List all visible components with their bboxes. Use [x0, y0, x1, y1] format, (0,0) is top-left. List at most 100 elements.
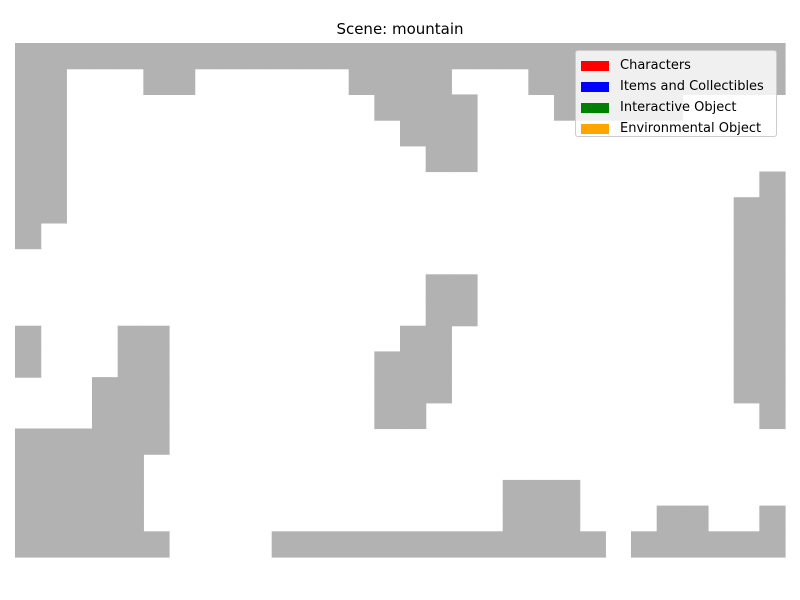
- terrain-tile: [143, 43, 170, 70]
- terrain-tile: [297, 531, 324, 558]
- terrain-tile: [117, 402, 144, 430]
- terrain-tile: [425, 94, 452, 121]
- terrain-tile: [733, 274, 760, 301]
- terrain-tile: [759, 351, 786, 378]
- terrain-tile: [92, 531, 119, 558]
- terrain-tile: [733, 351, 760, 378]
- terrain-tile: [451, 274, 478, 301]
- terrain-tile: [15, 94, 42, 121]
- terrain-tile: [66, 454, 93, 481]
- terrain-tile: [66, 428, 93, 455]
- terrain-tile: [40, 454, 67, 481]
- terrain-tile: [143, 428, 170, 455]
- terrain-tile: [15, 120, 42, 147]
- terrain-tile: [759, 197, 786, 224]
- terrain-tile: [759, 274, 786, 301]
- terrain-tile: [682, 531, 709, 558]
- terrain-tile: [374, 377, 401, 404]
- terrain-tile: [143, 68, 170, 95]
- terrain-tile: [400, 325, 427, 352]
- terrain-tile: [451, 120, 478, 147]
- terrain-tile: [143, 402, 170, 430]
- terrain-tile: [117, 43, 144, 70]
- terrain-tile: [554, 505, 581, 532]
- terrain-tile: [477, 531, 504, 558]
- terrain-tile: [40, 43, 67, 70]
- terrain-tile: [400, 402, 427, 430]
- terrain-tile: [117, 531, 144, 558]
- terrain-tile: [169, 43, 196, 70]
- terrain-tile: [425, 120, 452, 147]
- terrain-tile: [92, 402, 119, 430]
- terrain-tile: [733, 531, 760, 558]
- terrain-tile: [40, 171, 67, 198]
- terrain-tile: [15, 145, 42, 173]
- terrain-tile: [759, 531, 786, 558]
- terrain-tile: [40, 505, 67, 532]
- terrain-tile: [40, 428, 67, 455]
- terrain-tile: [143, 377, 170, 404]
- terrain-tile: [15, 43, 42, 70]
- terrain-tile: [451, 145, 478, 173]
- terrain-tile: [400, 120, 427, 147]
- terrain-tile: [708, 531, 735, 558]
- terrain-tile: [759, 505, 786, 532]
- terrain-tile: [348, 43, 375, 70]
- terrain-tile: [40, 531, 67, 558]
- terrain-tile: [528, 68, 555, 95]
- terrain-tile: [92, 479, 119, 507]
- legend-label: Interactive Object: [620, 100, 737, 115]
- terrain-tile: [631, 531, 658, 558]
- terrain-tile: [15, 505, 42, 532]
- terrain-tile: [528, 531, 555, 558]
- terrain-tile: [759, 171, 786, 198]
- legend-label: Environmental Object: [620, 121, 762, 136]
- terrain-tile: [40, 120, 67, 147]
- terrain-tile: [528, 479, 555, 507]
- terrain-tile: [66, 43, 93, 70]
- terrain-tile: [425, 325, 452, 352]
- terrain-tile: [374, 351, 401, 378]
- terrain-tile: [733, 325, 760, 352]
- terrain-tile: [374, 531, 401, 558]
- terrain-tile: [733, 248, 760, 275]
- terrain-tile: [425, 351, 452, 378]
- terrain-tile: [40, 479, 67, 507]
- terrain-tile: [271, 531, 298, 558]
- terrain-tile: [451, 43, 478, 70]
- terrain-tile: [502, 531, 529, 558]
- terrain-tile: [117, 479, 144, 507]
- terrain-tile: [477, 43, 504, 70]
- terrain-tile: [271, 43, 298, 70]
- terrain-tile: [143, 351, 170, 378]
- terrain-tile: [400, 377, 427, 404]
- terrain-tile: [528, 43, 555, 70]
- terrain-tile: [15, 454, 42, 481]
- terrain-tile: [117, 454, 144, 481]
- terrain-tile: [40, 197, 67, 224]
- terrain-tile: [374, 402, 401, 430]
- terrain-tile: [117, 325, 144, 352]
- characters-swatch: [581, 60, 609, 71]
- terrain-tile: [66, 505, 93, 532]
- terrain-tile: [502, 43, 529, 70]
- legend-label: Characters: [620, 58, 691, 73]
- terrain-tile: [554, 479, 581, 507]
- terrain-tile: [92, 377, 119, 404]
- terrain-tile: [66, 531, 93, 558]
- terrain-tile: [451, 531, 478, 558]
- terrain-tile: [15, 171, 42, 198]
- legend-item-characters: Characters: [581, 55, 776, 76]
- terrain-tile: [15, 197, 42, 224]
- environmental-swatch: [581, 123, 609, 134]
- terrain-tile: [117, 377, 144, 404]
- terrain-tile: [92, 505, 119, 532]
- terrain-tile: [451, 300, 478, 327]
- terrain-tile: [400, 351, 427, 378]
- items-swatch: [581, 81, 609, 92]
- legend-item-interactive: Interactive Object: [581, 97, 776, 118]
- terrain-tile: [323, 43, 350, 70]
- legend-item-environmental: Environmental Object: [581, 118, 776, 139]
- terrain-tile: [759, 377, 786, 404]
- terrain-tile: [15, 325, 42, 352]
